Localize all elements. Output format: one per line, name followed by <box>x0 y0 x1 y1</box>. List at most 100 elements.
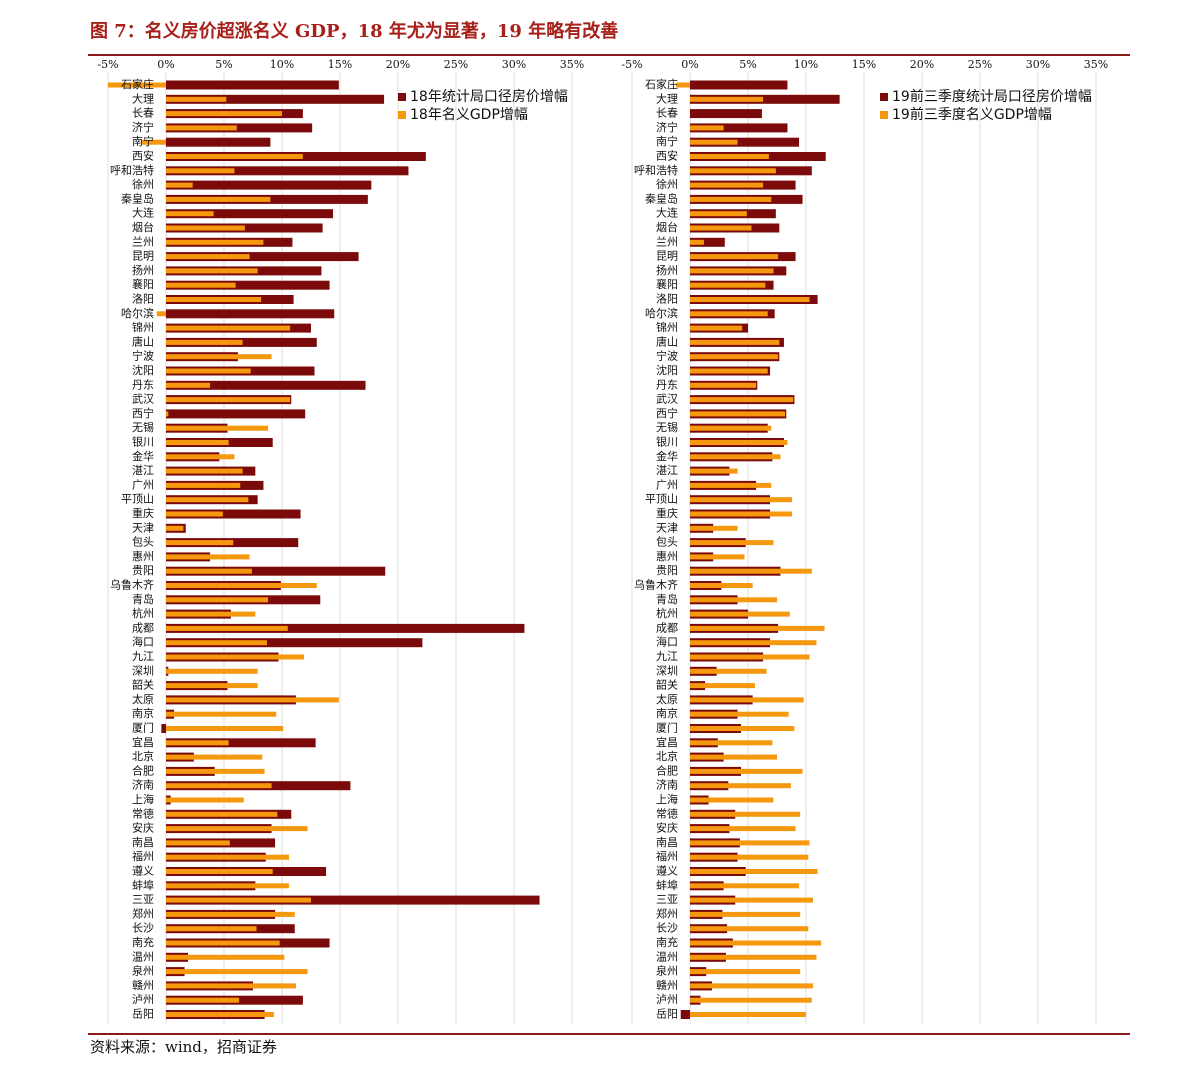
bar <box>690 196 772 202</box>
bar <box>690 297 810 302</box>
bar <box>166 123 313 133</box>
y-tick-label: 南充 <box>656 935 678 949</box>
y-tick-label: 北京 <box>656 749 678 763</box>
x-tick-label: 30% <box>502 58 526 71</box>
bar <box>690 625 825 631</box>
y-tick-label: 郑州 <box>132 906 154 920</box>
y-tick-label: 大连 <box>656 206 678 220</box>
bar <box>166 225 245 231</box>
y-tick-label: 南充 <box>132 935 154 949</box>
bar <box>141 139 166 145</box>
y-tick-label: 扬州 <box>656 263 678 277</box>
bar <box>166 166 409 176</box>
bar <box>690 697 804 703</box>
y-tick-label: 昆明 <box>132 250 154 263</box>
bar <box>166 96 227 102</box>
y-tick-label: 徐州 <box>132 177 154 191</box>
bar <box>166 511 223 517</box>
bar <box>166 754 263 760</box>
x-tick-label: 30% <box>1026 58 1050 71</box>
bar <box>690 311 768 317</box>
bar <box>166 354 272 360</box>
y-tick-label: 长沙 <box>656 922 678 935</box>
y-tick-label: 呼和浩特 <box>110 163 154 177</box>
y-tick-label: 兰州 <box>656 235 678 248</box>
bar <box>690 154 769 159</box>
y-tick-label: 南京 <box>132 706 154 720</box>
y-tick-label: 武汉 <box>132 393 154 406</box>
bar <box>166 683 258 689</box>
y-tick-label: 昆明 <box>656 250 678 263</box>
legend-swatch <box>880 93 888 101</box>
bar <box>690 897 813 903</box>
y-tick-label: 成都 <box>656 621 678 634</box>
bar <box>166 154 303 159</box>
y-tick-label: 济南 <box>132 778 154 792</box>
bar <box>166 325 291 331</box>
y-tick-label: 海口 <box>132 635 154 649</box>
bar <box>166 869 273 874</box>
y-tick-label: 西安 <box>656 149 678 163</box>
y-tick-label: 湛江 <box>656 464 678 477</box>
bar <box>156 311 166 317</box>
bar <box>166 268 258 274</box>
bar <box>690 511 793 517</box>
bar <box>108 82 166 88</box>
y-tick-label: 常德 <box>656 806 678 820</box>
y-tick-label: 韶关 <box>656 678 678 692</box>
bar <box>690 869 818 874</box>
bar <box>166 726 284 731</box>
y-tick-label: 上海 <box>656 792 678 806</box>
y-tick-label: 沈阳 <box>132 363 154 377</box>
x-tick-label: 25% <box>444 58 468 71</box>
y-tick-label: 唐山 <box>132 334 154 348</box>
bar <box>690 969 801 975</box>
bar <box>690 397 794 403</box>
y-tick-label: 长春 <box>656 107 678 120</box>
y-tick-label: 无锡 <box>132 420 154 434</box>
y-tick-label: 济南 <box>656 778 678 792</box>
legend-swatch <box>398 111 406 119</box>
y-tick-label: 金华 <box>132 449 154 463</box>
y-tick-label: 秦皇岛 <box>645 191 678 205</box>
bar <box>166 94 385 104</box>
bar <box>690 568 812 574</box>
y-tick-label: 遵义 <box>656 864 678 878</box>
y-tick-label: 大理 <box>656 91 678 105</box>
bar <box>166 911 295 917</box>
y-tick-label: 深圳 <box>132 664 154 677</box>
bar <box>690 182 764 188</box>
y-tick-label: 岳阳 <box>656 1008 678 1021</box>
y-tick-label: 烟台 <box>132 220 154 234</box>
y-tick-label: 秦皇岛 <box>121 191 154 205</box>
y-tick-label: 蚌埠 <box>132 878 154 892</box>
bar <box>166 454 235 460</box>
bar <box>166 568 252 574</box>
y-tick-label: 襄阳 <box>132 277 154 291</box>
y-tick-label: 南昌 <box>656 836 678 849</box>
bar <box>690 94 840 104</box>
bar <box>166 566 386 576</box>
bar <box>690 325 743 331</box>
y-tick-label: 哈尔滨 <box>121 306 154 320</box>
bar <box>690 239 704 245</box>
bar <box>690 754 777 760</box>
legend-swatch <box>398 93 406 101</box>
y-tick-label: 北京 <box>132 749 154 763</box>
bar <box>166 254 250 260</box>
bar <box>690 139 738 145</box>
y-tick-label: 蚌埠 <box>656 878 678 892</box>
bar <box>166 611 256 617</box>
x-tick-label: 0% <box>681 58 698 71</box>
bar <box>166 180 372 190</box>
bar <box>166 997 240 1003</box>
y-tick-label: 厦门 <box>656 721 678 735</box>
bar <box>166 137 271 147</box>
y-tick-label: 平顶山 <box>645 493 678 506</box>
y-tick-label: 九江 <box>656 650 678 663</box>
bar <box>166 209 334 219</box>
bar <box>690 237 725 247</box>
y-tick-label: 银川 <box>132 435 154 449</box>
y-tick-label: 大理 <box>132 91 154 105</box>
y-tick-label: 银川 <box>656 435 678 449</box>
